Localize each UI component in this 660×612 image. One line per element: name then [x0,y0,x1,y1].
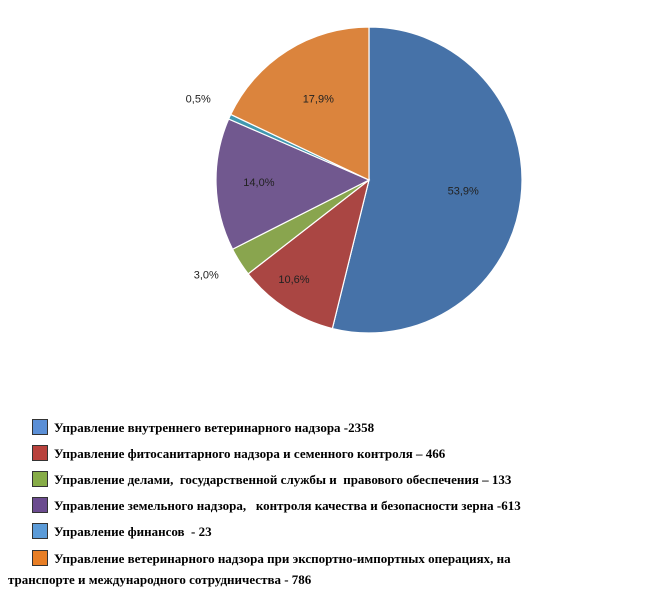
legend-swatch-export-import [32,550,48,566]
pie-slices [215,26,523,334]
legend-label-land-supervision: Управление земельного надзора, контроля … [54,498,521,513]
legend-item-land-supervision: Управление земельного надзора, контроля … [32,496,644,522]
legend-item-internal-veterinary: Управление внутреннего ветеринарного над… [32,418,644,444]
pie-label-finance: 0,5% [186,94,211,106]
pie-slice-export-import [229,26,370,181]
pie-slice-internal-veterinary [331,26,523,334]
legend-label-export-import-line2: транспорте и международного сотрудничест… [8,572,312,587]
legend-label-finance: Управление финансов - 23 [54,524,212,539]
legend-item-phytosanitary: Управление фитосанитарного надзора и сем… [32,444,644,470]
legend-item-affairs: Управление делами, государственной служб… [32,470,644,496]
legend-swatch-land-supervision [32,497,48,513]
legend-swatch-affairs [32,471,48,487]
legend-label-phytosanitary: Управление фитосанитарного надзора и сем… [54,446,446,461]
pie-labels: 53,9% 10,6% 3,0% 14,0% 0,5% 17,9% [186,94,479,286]
pie-slice-land-supervision [215,118,371,251]
legend-label-export-import-line1: Управление ветеринарного надзора при экс… [54,551,511,566]
legend-swatch-phytosanitary [32,445,48,461]
pie-label-export-import: 17,9% [303,94,334,106]
pie-label-affairs: 3,0% [194,270,219,282]
legend-item-export-import: Управление ветеринарного надзора при экс… [8,548,644,590]
legend: Управление внутреннего ветеринарного над… [8,418,644,590]
legend-swatch-finance [32,523,48,539]
pie-slice-phytosanitary [247,178,370,330]
pie-label-land-supervision: 14,0% [243,177,274,189]
pie-chart: 53,9% 10,6% 3,0% 14,0% 0,5% 17,9% [186,26,523,334]
legend-label-affairs: Управление делами, государственной служб… [54,472,512,487]
legend-swatch-internal-veterinary [32,419,48,435]
legend-label-internal-veterinary: Управление внутреннего ветеринарного над… [54,420,375,435]
pie-label-phytosanitary: 10,6% [278,274,309,286]
legend-item-finance: Управление финансов - 23 [32,522,644,548]
pie-label-internal-veterinary: 53,9% [448,185,479,197]
